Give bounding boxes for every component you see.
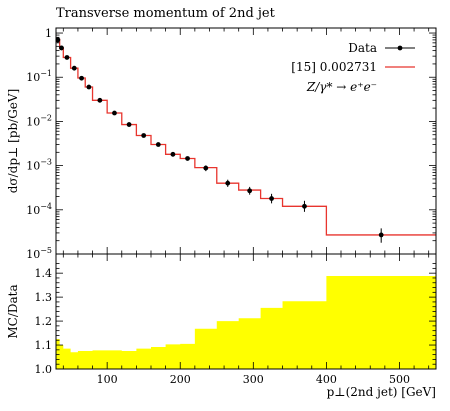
- data-point: [185, 156, 190, 161]
- data-marker: [79, 75, 84, 81]
- chart-title: Transverse momentum of 2nd jet: [56, 6, 276, 21]
- data-point: [203, 165, 209, 172]
- x-tick-label: 400: [316, 373, 337, 386]
- y-tick-label-ratio: 1.4: [35, 267, 53, 280]
- main-panel-frame: [55, 27, 437, 255]
- data-marker: [203, 165, 209, 171]
- mc-histogram-line: [56, 38, 436, 236]
- x-tick-label: 100: [97, 373, 118, 386]
- data-marker: [64, 55, 70, 60]
- y-tick-label-main: 10−3: [26, 158, 52, 173]
- legend-label-data: Data: [348, 41, 377, 55]
- data-marker: [302, 203, 307, 209]
- y-tick-label-ratio: 1.0: [35, 363, 53, 376]
- data-point: [64, 55, 70, 60]
- data-marker: [71, 65, 77, 71]
- data-point: [170, 151, 176, 157]
- data-point: [269, 193, 274, 204]
- data-marker: [86, 84, 92, 90]
- data-point: [302, 200, 307, 212]
- data-point: [141, 133, 147, 138]
- x-tick-label: 300: [243, 373, 264, 386]
- data-marker: [112, 110, 117, 116]
- data-marker: [378, 232, 384, 238]
- y-tick-label-main: 1: [45, 27, 52, 40]
- data-marker: [59, 45, 64, 51]
- y-axis-label-ratio: MC/Data: [6, 284, 20, 338]
- y-tick-label-main: 10−4: [26, 202, 52, 217]
- x-tick-label: 500: [389, 373, 410, 386]
- y-tick-label-main: 10−2: [26, 113, 52, 128]
- data-marker: [141, 133, 147, 138]
- data-point: [378, 228, 384, 243]
- data-marker: [155, 142, 161, 147]
- y-tick-label-ratio: 1.1: [35, 339, 53, 352]
- data-point: [155, 142, 161, 147]
- data-point: [86, 84, 92, 90]
- data-point: [126, 122, 132, 127]
- data-marker: [170, 151, 176, 157]
- data-marker: [269, 196, 274, 201]
- y-axis-label-main: dσ/dp⊥ [pb/GeV]: [6, 89, 20, 194]
- y-tick-label-ratio: 1.3: [35, 291, 53, 304]
- data-point: [97, 97, 103, 103]
- x-tick-label: 200: [170, 373, 191, 386]
- data-point: [112, 110, 117, 116]
- y-tick-label-ratio: 1.2: [35, 315, 53, 328]
- legend-process-label: Z/γ* → e⁺e⁻: [306, 80, 377, 94]
- data-marker: [97, 97, 103, 103]
- data-marker: [247, 188, 253, 194]
- data-point: [59, 45, 64, 51]
- data-point: [225, 179, 231, 187]
- data-marker: [126, 122, 132, 127]
- data-point: [79, 75, 84, 81]
- y-tick-label-main: 10−5: [26, 246, 52, 261]
- y-tick-label-main: 10−1: [26, 69, 52, 84]
- data-marker: [225, 180, 231, 186]
- data-marker: [185, 156, 190, 161]
- data-point: [71, 65, 77, 71]
- legend-label-mc: [15] 0.002731: [291, 60, 377, 74]
- x-axis-label: p⊥(2nd jet) [GeV]: [327, 385, 436, 399]
- data-point: [247, 186, 253, 195]
- ratio-band: [56, 276, 436, 369]
- legend-marker-data: [397, 45, 403, 51]
- legend: Data [15] 0.002731 Z/γ* → e⁺e⁻: [291, 41, 415, 94]
